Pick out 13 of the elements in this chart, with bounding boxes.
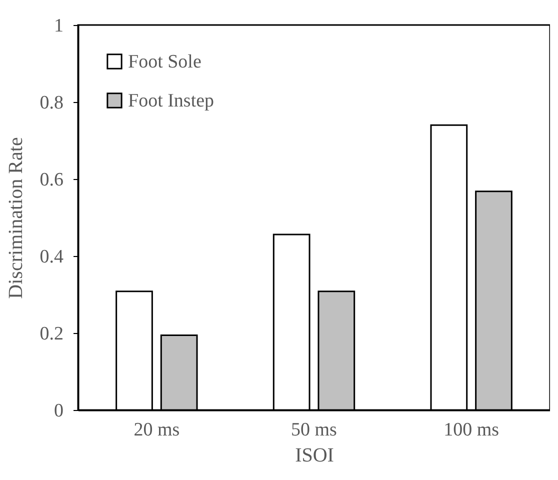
y-tick-label: 0.2 — [40, 324, 64, 344]
y-axis-title: Discrimination Rate — [4, 137, 27, 299]
y-tick-label: 0.4 — [40, 246, 64, 268]
legend-label: Foot Sole — [128, 52, 202, 72]
x-tick-label: 20 ms — [134, 420, 180, 440]
y-tick-label: 1 — [54, 16, 64, 36]
y-tick-label: 0.6 — [40, 170, 64, 190]
x-axis-title: ISOI — [295, 444, 334, 466]
x-tick-label: 50 ms — [291, 420, 337, 440]
x-tick-label: 100 ms — [444, 420, 500, 440]
y-tick-label: 0.8 — [40, 92, 64, 114]
legend-label: Foot Instep — [128, 90, 214, 112]
y-tick-label: 0 — [54, 400, 64, 422]
